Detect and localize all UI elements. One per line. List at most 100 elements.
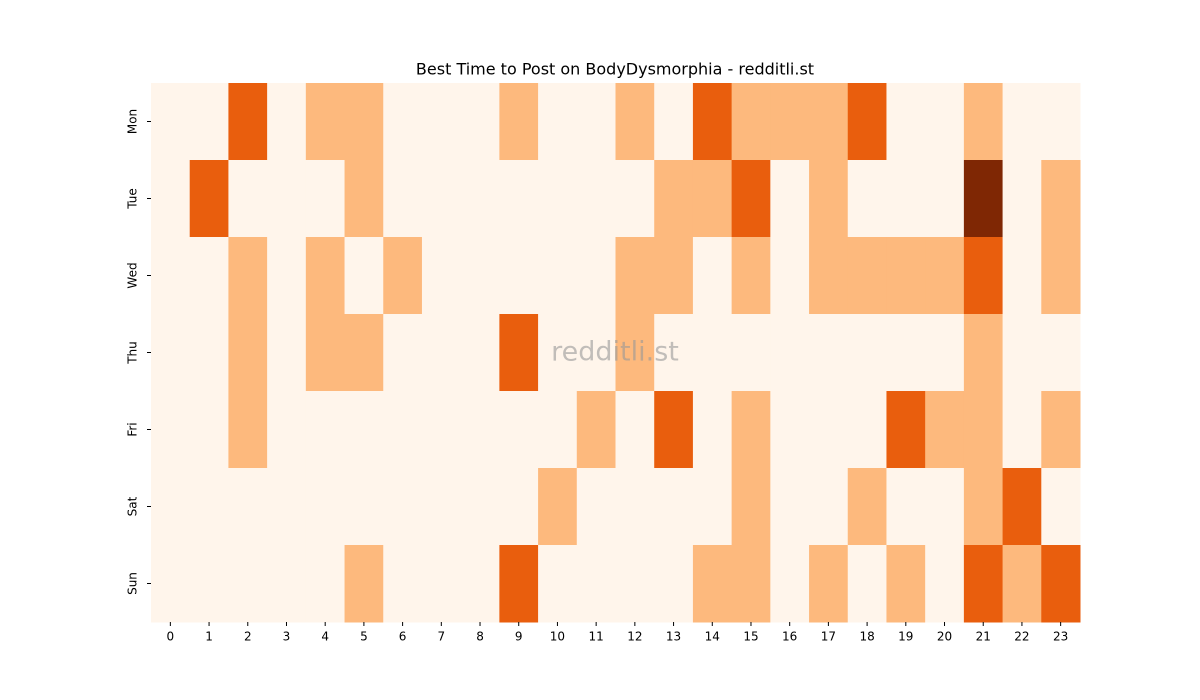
- heat-cell: [925, 83, 965, 161]
- x-tick-label: 10: [550, 630, 565, 644]
- heat-cell: [421, 83, 462, 161]
- y-tick-label: Sat: [126, 496, 140, 516]
- heat-cell: [189, 545, 229, 623]
- x-tick-label: 1: [205, 630, 213, 644]
- heat-cell: [1002, 314, 1042, 392]
- heat-cell: [847, 545, 887, 623]
- x-tick-label: 11: [589, 630, 604, 644]
- heat-cell: [925, 545, 965, 623]
- heat-cell: [460, 545, 500, 623]
- heat-cell: [383, 468, 423, 546]
- heat-cell: [886, 237, 926, 315]
- heat-cell: [731, 468, 771, 546]
- heat-cell: [692, 237, 733, 315]
- heat-cell: [421, 391, 462, 469]
- heat-cell: [770, 468, 810, 546]
- heat-cell: [421, 160, 462, 238]
- y-tick-label: Wed: [126, 262, 140, 288]
- heat-cell: [344, 545, 384, 623]
- x-tick-label: 19: [898, 630, 913, 644]
- heat-cell: [267, 160, 307, 238]
- x-tick-label: 15: [743, 630, 758, 644]
- x-tick-label: 22: [1014, 630, 1029, 644]
- heat-cell: [189, 83, 229, 161]
- heat-cell: [963, 160, 1004, 238]
- heat-cell: [344, 468, 384, 546]
- heat-cell: [228, 468, 268, 546]
- heat-cell: [460, 237, 500, 315]
- heat-cell: [654, 468, 694, 546]
- heat-cell: [383, 83, 423, 161]
- heat-cell: [538, 391, 578, 469]
- x-tick-label: 23: [1053, 630, 1068, 644]
- heat-cell: [305, 545, 346, 623]
- heat-cell: [460, 314, 500, 392]
- heat-cell: [151, 468, 191, 546]
- heat-cell: [499, 391, 539, 469]
- heat-cell: [576, 391, 616, 469]
- heat-cell: [228, 545, 268, 623]
- heat-cell: [1002, 545, 1042, 623]
- y-tick-label: Thu: [126, 341, 140, 365]
- heat-cell: [963, 468, 1004, 546]
- heat-cell: [383, 391, 423, 469]
- x-tick-label: 4: [321, 630, 329, 644]
- heat-cell: [809, 391, 849, 469]
- heat-cell: [925, 237, 965, 315]
- heat-cell: [963, 237, 1004, 315]
- heat-cell: [809, 83, 849, 161]
- heat-cell: [731, 160, 771, 238]
- heat-cell: [576, 237, 616, 315]
- heat-cell: [538, 468, 578, 546]
- x-tick-label: 17: [821, 630, 836, 644]
- heat-cell: [189, 391, 229, 469]
- heat-cell: [925, 160, 965, 238]
- heat-cell: [228, 83, 268, 161]
- heat-cell: [305, 391, 346, 469]
- heat-cell: [1002, 468, 1042, 546]
- heat-cell: [1041, 83, 1081, 161]
- heat-cell: [344, 237, 384, 315]
- heat-cell: [538, 83, 578, 161]
- heat-cell: [151, 237, 191, 315]
- heat-cell: [151, 545, 191, 623]
- heat-cell: [228, 314, 268, 392]
- heat-cell: [847, 83, 887, 161]
- heat-cell: [770, 545, 810, 623]
- x-tick-label: 12: [627, 630, 642, 644]
- heat-cell: [267, 314, 307, 392]
- heat-cell: [692, 83, 733, 161]
- heat-cell: [1041, 391, 1081, 469]
- heat-cell: [576, 314, 616, 392]
- heat-cell: [654, 314, 694, 392]
- x-tick-label: 16: [782, 630, 797, 644]
- heat-cell: [1002, 83, 1042, 161]
- heat-cell: [460, 391, 500, 469]
- heat-cell: [383, 545, 423, 623]
- heat-cell: [344, 160, 384, 238]
- heat-cell: [305, 83, 346, 161]
- heat-cell: [654, 391, 694, 469]
- heat-cell: [267, 237, 307, 315]
- heat-cell: [809, 545, 849, 623]
- heat-cell: [151, 391, 191, 469]
- heat-cell: [421, 545, 462, 623]
- heat-cell: [809, 237, 849, 315]
- heat-cell: [654, 160, 694, 238]
- x-tick-label: 18: [859, 630, 874, 644]
- heat-cell: [499, 237, 539, 315]
- heat-cell: [228, 391, 268, 469]
- y-tick-label: Sun: [126, 572, 140, 595]
- heat-cell: [460, 160, 500, 238]
- heat-cell: [847, 468, 887, 546]
- heat-cell: [1041, 314, 1081, 392]
- heat-cell: [538, 237, 578, 315]
- heat-cell: [421, 314, 462, 392]
- heat-cell: [809, 314, 849, 392]
- heatmap: [151, 83, 1081, 623]
- heat-cell: [925, 314, 965, 392]
- x-tick-label: 21: [976, 630, 991, 644]
- heat-cell: [538, 314, 578, 392]
- heat-cell: [189, 468, 229, 546]
